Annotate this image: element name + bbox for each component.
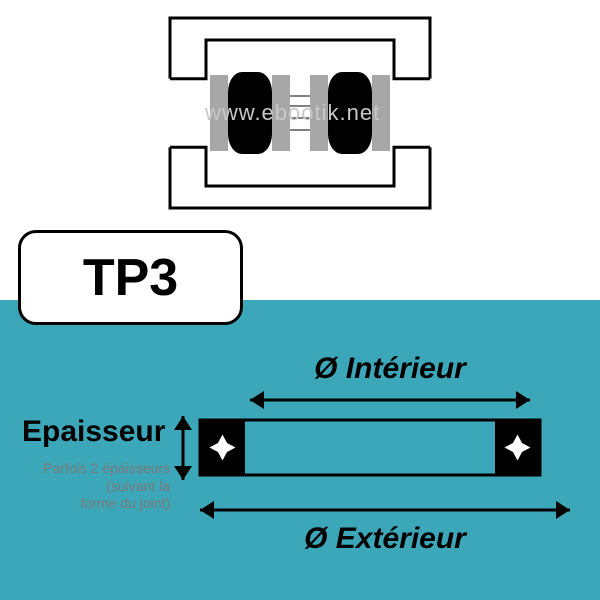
note-line: forme du joint) <box>10 495 170 513</box>
note-line: (suivant la <box>10 478 170 496</box>
thickness-note: Parfois 2 épaisseurs (suivant la forme d… <box>10 460 170 513</box>
svg-text:Ø Intérieur: Ø Intérieur <box>314 352 468 385</box>
note-line: Parfois 2 épaisseurs <box>10 460 170 478</box>
thickness-label: Epaisseur <box>22 415 165 449</box>
svg-text:Ø Extérieur: Ø Extérieur <box>304 522 468 555</box>
